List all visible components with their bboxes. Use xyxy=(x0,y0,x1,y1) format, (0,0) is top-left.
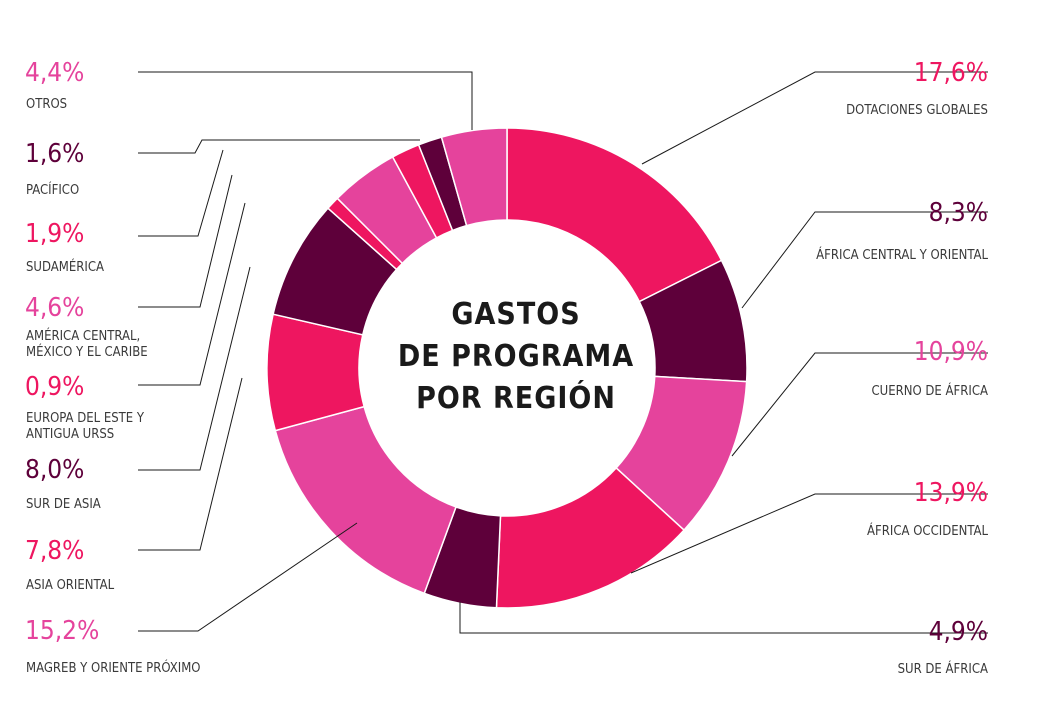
slice-region-label-line: OTROS xyxy=(26,97,68,112)
slice-percent-label: 15,2% xyxy=(25,616,100,646)
donut-slices xyxy=(266,127,748,609)
leader-line xyxy=(459,602,988,634)
slice-region-label-line: ÁFRICA CENTRAL Y ORIENTAL xyxy=(816,248,988,263)
leader-line xyxy=(630,493,988,574)
slice-percent-label: 8,0% xyxy=(25,455,85,485)
slice-percent-label: 10,9% xyxy=(913,337,988,367)
leader-line xyxy=(138,149,224,237)
slice-region-label-line: CUERNO DE ÁFRICA xyxy=(871,384,989,399)
leader-line xyxy=(138,174,233,308)
slice-region-label-line: AMÉRICA CENTRAL, xyxy=(26,329,141,344)
slice-region-label-line: SUR DE ASIA xyxy=(26,497,101,512)
slice-region-label: SUDAMÉRICA xyxy=(26,260,104,276)
chart-title-line-3: POR REGIÓN xyxy=(416,381,616,416)
slice-percent-label: 4,4% xyxy=(25,58,85,88)
slice-percent-label: 4,6% xyxy=(25,293,85,323)
slice-region-label: PACÍFICO xyxy=(26,183,79,199)
slice-region-label-line: SUR DE ÁFRICA xyxy=(897,662,988,677)
leader-line xyxy=(138,139,420,154)
slice-percent-label: 0,9% xyxy=(25,372,85,402)
slice-region-label-line: ASIA ORIENTAL xyxy=(26,578,115,593)
slice-percent-label: 1,9% xyxy=(25,219,85,249)
slice-region-label: EUROPA DEL ESTE Y ANTIGUA URSS xyxy=(26,411,144,443)
leader-line xyxy=(138,71,473,130)
slice-region-label-line: MAGREB Y ORIENTE PRÓXIMO xyxy=(26,661,201,676)
leader-lines xyxy=(138,71,988,634)
leader-line xyxy=(138,266,251,471)
leader-line xyxy=(138,202,246,386)
chart-title-line-1: GASTOS xyxy=(451,297,581,332)
slice-percent-label: 7,8% xyxy=(25,536,85,566)
slice-region-label: ÁFRICA CENTRAL Y ORIENTAL xyxy=(816,248,988,264)
slice-region-label-line: ANTIGUA URSS xyxy=(26,427,115,442)
slice-region-label: MAGREB Y ORIENTE PRÓXIMO xyxy=(26,661,201,677)
slice-region-label-line: EUROPA DEL ESTE Y xyxy=(26,411,145,426)
slice-region-label-line: DOTACIONES GLOBALES xyxy=(846,103,988,118)
slice-region-label-line: PACÍFICO xyxy=(26,183,80,198)
slice-region-label: CUERNO DE ÁFRICA xyxy=(872,384,989,400)
slice-region-label-line: ÁFRICA OCCIDENTAL xyxy=(867,524,988,539)
leader-line xyxy=(731,352,988,457)
slice-region-label: SUR DE ÁFRICA xyxy=(898,662,988,678)
slice-region-label: ASIA ORIENTAL xyxy=(26,578,114,594)
slice-percent-label: 8,3% xyxy=(928,198,988,228)
slice-region-label: ÁFRICA OCCIDENTAL xyxy=(867,524,988,540)
slice-percent-label: 1,6% xyxy=(25,139,85,169)
leader-line xyxy=(138,522,358,632)
chart-title-line-2: DE PROGRAMA xyxy=(397,339,635,374)
leader-line xyxy=(741,211,988,309)
slice-region-label: DOTACIONES GLOBALES xyxy=(846,103,988,119)
slice-percent-label: 17,6% xyxy=(913,58,988,88)
slice-percent-label: 13,9% xyxy=(913,478,988,508)
donut-slice xyxy=(440,127,508,227)
donut-slice xyxy=(274,405,457,595)
slice-region-label: OTROS xyxy=(26,97,67,113)
leader-line xyxy=(138,377,243,551)
slice-region-label-line: MÉXICO Y EL CARIBE xyxy=(26,345,148,360)
chart-title: GASTOS DE PROGRAMA POR REGIÓN xyxy=(383,294,649,420)
leader-line xyxy=(641,71,988,165)
slice-region-label: AMÉRICA CENTRAL, MÉXICO Y EL CARIBE xyxy=(26,329,148,361)
slice-region-label-line: SUDAMÉRICA xyxy=(26,260,104,275)
slice-region-label: SUR DE ASIA xyxy=(26,497,101,513)
donut-slice xyxy=(506,127,723,303)
slice-percent-label: 4,9% xyxy=(928,617,988,647)
